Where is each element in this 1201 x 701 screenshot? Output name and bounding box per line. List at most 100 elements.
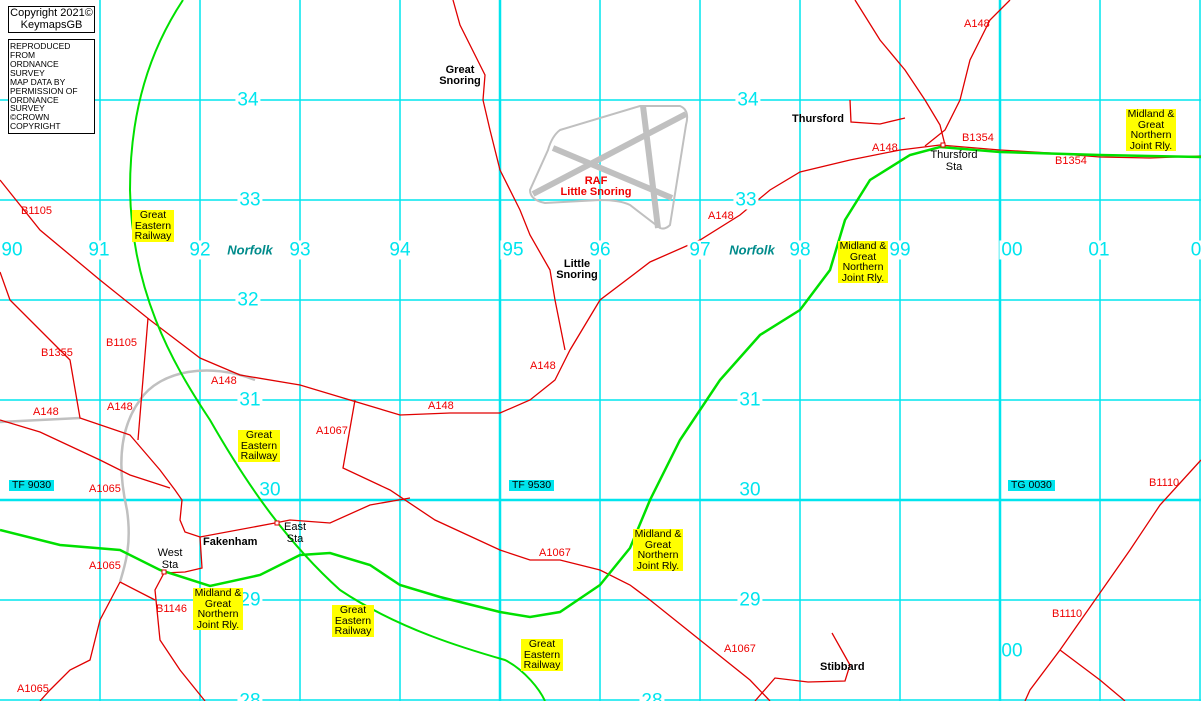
road-label: B1355 (41, 347, 73, 359)
railway-label-mgn: Midland & Great Northern Joint Rly. (838, 240, 888, 284)
easting-label: 94 (387, 239, 413, 261)
place-little-snoring[interactable]: Little Snoring (556, 258, 598, 281)
road-label: A1065 (89, 483, 121, 495)
grid-ref: TF 9530 (509, 480, 555, 491)
northing-label: 28 (237, 691, 263, 701)
road-label: A1065 (17, 683, 49, 695)
northing-label: 34 (235, 89, 261, 111)
easting-label: 00 (999, 239, 1025, 261)
railway-label-ger: Great Eastern Railway (332, 605, 374, 637)
road-label: B1110 (1052, 608, 1083, 620)
road-b1355 (0, 271, 411, 538)
easting-label: 92 (187, 239, 213, 261)
northing-label: 30 (259, 479, 281, 501)
road-label: B1110 (1149, 477, 1180, 489)
railway-label-ger: Great Eastern Railway (521, 639, 563, 671)
station-east[interactable]: East Sta (283, 521, 306, 545)
road-a1067 (342, 399, 851, 701)
easting-label: 90 (0, 239, 25, 261)
road-label: A148 (964, 18, 990, 30)
road-a1065 (0, 419, 171, 489)
easting-label: 95 (500, 239, 526, 261)
os-line: ORDNANCE SURVEY (10, 94, 59, 114)
road-label: A148 (107, 401, 133, 413)
easting-label: 93 (287, 239, 313, 261)
road-label: A1067 (539, 547, 571, 559)
place-fakenham[interactable]: Fakenham (203, 536, 258, 548)
easting-label: 98 (787, 239, 813, 261)
county-label: Norfolk (729, 242, 775, 258)
airfield-label-line: RAF (584, 175, 608, 187)
road-label: A148 (708, 210, 734, 222)
road-b1110 (1024, 459, 1201, 701)
easting-label: 97 (687, 239, 713, 261)
grid-ref: TG 0030 (1008, 480, 1055, 491)
station-markers (161, 142, 946, 575)
northing-label: 30 (739, 479, 761, 501)
airfield-label[interactable]: RAF Little Snoring (555, 176, 637, 198)
railway-label-mgn: Midland & Great Northern Joint Rly. (193, 587, 243, 631)
railway-label-ger: Great Eastern Railway (238, 430, 280, 462)
road-label: A148 (211, 375, 237, 387)
station-thursford[interactable]: Thursford Sta (930, 149, 978, 173)
road-b1105-a148 (0, 144, 1201, 416)
northing-label: 29 (737, 589, 763, 611)
easting-label: 99 (887, 239, 913, 261)
os-line: MAP DATA BY (10, 76, 66, 87)
road-label: A148 (33, 406, 59, 418)
easting-label: 91 (86, 239, 112, 261)
thursford-sta-marker (940, 142, 946, 148)
road-label: A148 (530, 360, 556, 372)
road-label: B1146 (156, 603, 187, 615)
railway-label-mgn: Midland & Great Northern Joint Rly. (633, 528, 683, 572)
road-label: A148 (872, 142, 898, 154)
road-label: B1105 (106, 337, 137, 349)
copyright-box: Copyright 2021© KeymapsGB (8, 6, 95, 34)
os-line: PERMISSION OF (10, 85, 78, 96)
road-label: A1065 (89, 560, 121, 572)
road-label: A1067 (724, 643, 756, 655)
northing-label: 00 (1001, 640, 1023, 662)
road-label: A148 (428, 400, 454, 412)
northing-label: 31 (737, 389, 763, 411)
os-line: ORDNANCE SURVEY (10, 58, 59, 78)
railway-label-mgn: Midland & Great Northern Joint Rly. (1126, 108, 1176, 152)
easting-label: 0 (1188, 240, 1201, 260)
railway-label-ger: Great Eastern Railway (132, 210, 174, 242)
railway-mgn (0, 145, 1201, 619)
road-label: B1105 (21, 205, 52, 217)
easting-label: 96 (587, 239, 613, 261)
copyright-brand: KeymapsGB (20, 18, 83, 31)
northing-label: 33 (237, 189, 263, 211)
place-great-snoring[interactable]: Great Snoring (439, 64, 481, 87)
road-little-snoring (452, 0, 566, 351)
station-west[interactable]: West Sta (157, 547, 183, 571)
airfield (528, 105, 689, 230)
disused-railway (0, 369, 256, 583)
copyright-text: Copyright 2021© (10, 7, 93, 19)
northing-label: 31 (237, 389, 263, 411)
railway-ger (128, 0, 546, 701)
west-sta-marker (161, 569, 167, 575)
northing-label: 29 (237, 589, 263, 611)
road-label: B1354 (1055, 155, 1087, 167)
place-stibbard[interactable]: Stibbard (820, 661, 865, 673)
os-notice: REPRODUCED FROM ORDNANCE SURVEY MAP DATA B… (8, 39, 95, 135)
place-thursford[interactable]: Thursford (792, 113, 844, 125)
northing-label: 32 (235, 289, 261, 311)
os-line: REPRODUCED FROM (10, 41, 71, 60)
northing-label: 28 (639, 691, 665, 701)
os-line: ©CROWN COPYRIGHT (10, 112, 61, 132)
easting-label: 01 (1086, 239, 1112, 261)
county-label: Norfolk (227, 242, 273, 258)
northing-label: 33 (733, 189, 759, 211)
east-sta-marker (274, 520, 280, 526)
grid-ref: TF 9030 (9, 480, 55, 491)
road-label: A1067 (316, 425, 348, 437)
road-label: B1354 (962, 132, 994, 144)
